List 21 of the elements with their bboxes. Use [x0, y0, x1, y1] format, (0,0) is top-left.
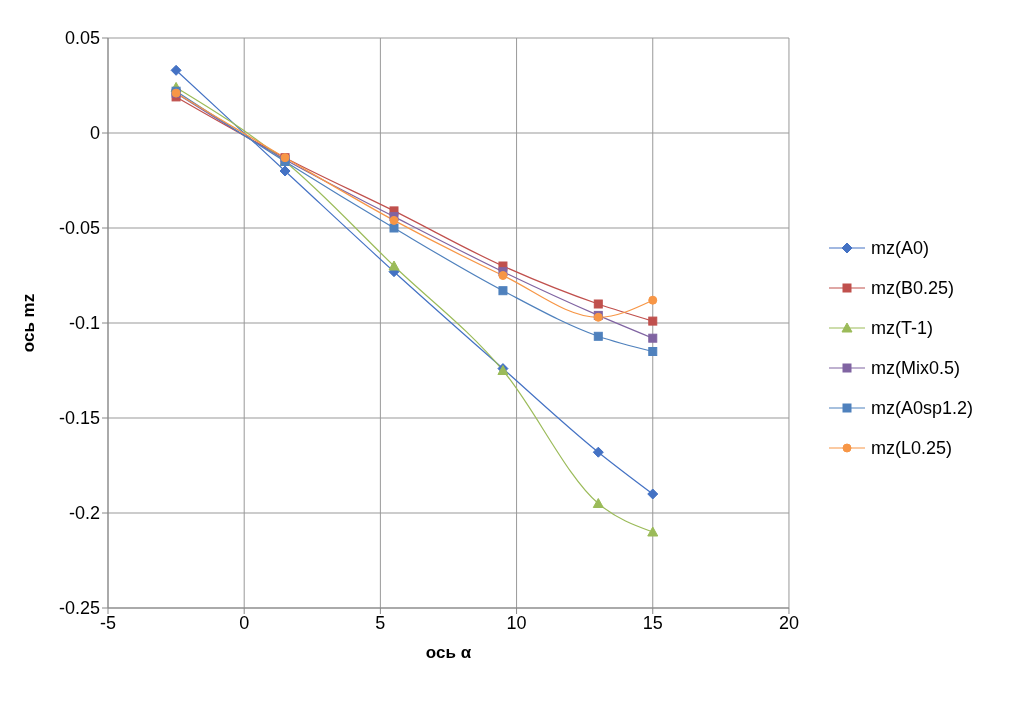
x-tick-label: -5 [99, 612, 117, 633]
y-tick-label: -0.15 [58, 408, 100, 429]
y-tick-label: -0.1 [68, 313, 100, 334]
x-tick-label: 20 [778, 612, 799, 633]
y-tick-label: -0.2 [68, 503, 100, 524]
y-tick-label: 0 [89, 123, 100, 144]
legend-label: mz(T-1) [870, 317, 933, 340]
x-tick-label: 15 [642, 612, 663, 633]
x-tick-label: 10 [506, 612, 527, 633]
y-tick-label: -0.25 [58, 598, 100, 619]
x-tick-label: 0 [239, 612, 250, 633]
y-tick-label: 0.05 [64, 28, 100, 49]
legend-label: mz(A0sp1.2) [870, 397, 973, 420]
x-tick-label: 5 [375, 612, 386, 633]
legend-label: mz(L0.25) [870, 437, 952, 460]
y-tick-label: -0.05 [58, 218, 100, 239]
legend-label: mz(B0.25) [870, 277, 954, 300]
y-axis-title: ось mz [19, 293, 39, 353]
legend-label: mz(Mix0.5) [870, 357, 960, 380]
x-axis-title: ось α [425, 643, 472, 662]
legend-label: mz(A0) [870, 237, 929, 260]
